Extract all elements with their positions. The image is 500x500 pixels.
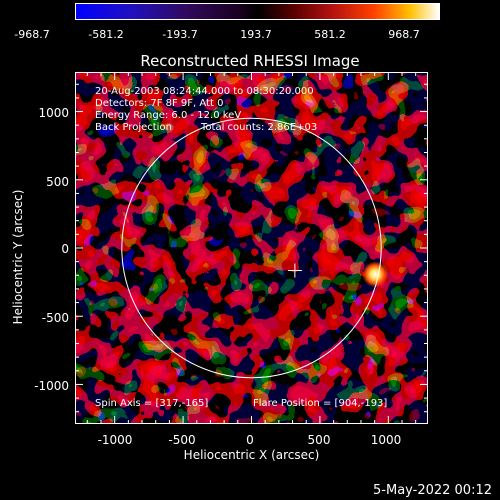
flare-source (362, 261, 389, 288)
colorbar (75, 3, 440, 23)
spin-axis-text: Spin Axis = [317,-165] (95, 398, 209, 409)
date-stamp: 5-May-2022 00:12 (373, 483, 492, 498)
y-axis-label: Heliocentric Y (arcsec) (11, 189, 25, 325)
colorbar-gradient (75, 3, 440, 20)
x-tick-label: 0 (246, 433, 254, 447)
x-tick-label: -1000 (97, 433, 133, 447)
time-range-text: 20-Aug-2003 08:24:44.000 to 08:30:20.000 (95, 86, 314, 97)
energy-range-text: Energy Range: 6.0 - 12.0 keV (95, 110, 242, 121)
colorbar-tick: 968.7 (388, 28, 420, 41)
plot-title: Reconstructed RHESSI Image (140, 52, 360, 70)
y-tick-label: 500 (46, 175, 69, 189)
method-text: Back Projection (95, 122, 172, 133)
y-tick-label: 0 (61, 242, 69, 256)
detectors-text: Detectors: 7F 8F 9F, Att 0 (95, 98, 224, 109)
colorbar-tick: -581.2 (88, 28, 124, 41)
flare-position-text: Flare Position = [904,-193] (253, 398, 388, 409)
image-map[interactable]: 20-Aug-2003 08:24:44.000 to 08:30:20.000… (75, 72, 428, 424)
y-tick-label: -1000 (34, 379, 69, 393)
colorbar-tick: 193.7 (240, 28, 272, 41)
x-tick-label: -500 (168, 433, 196, 447)
x-axis-label: Heliocentric X (arcsec) (183, 448, 320, 462)
y-tick-label: -500 (41, 311, 69, 325)
solar-limb-circle (121, 117, 382, 379)
heatmap-canvas (75, 72, 428, 424)
colorbar-tick: -193.7 (162, 28, 198, 41)
colorbar-tick: 581.2 (314, 28, 346, 41)
emission-noise (75, 72, 428, 424)
total-counts-text: Total counts: 2.86E+03 (201, 122, 318, 133)
x-tick-label: 500 (307, 433, 331, 447)
colorbar-tick: -968.7 (14, 28, 50, 41)
y-tick-label: 1000 (38, 106, 69, 120)
x-tick-label: 1000 (370, 433, 402, 447)
